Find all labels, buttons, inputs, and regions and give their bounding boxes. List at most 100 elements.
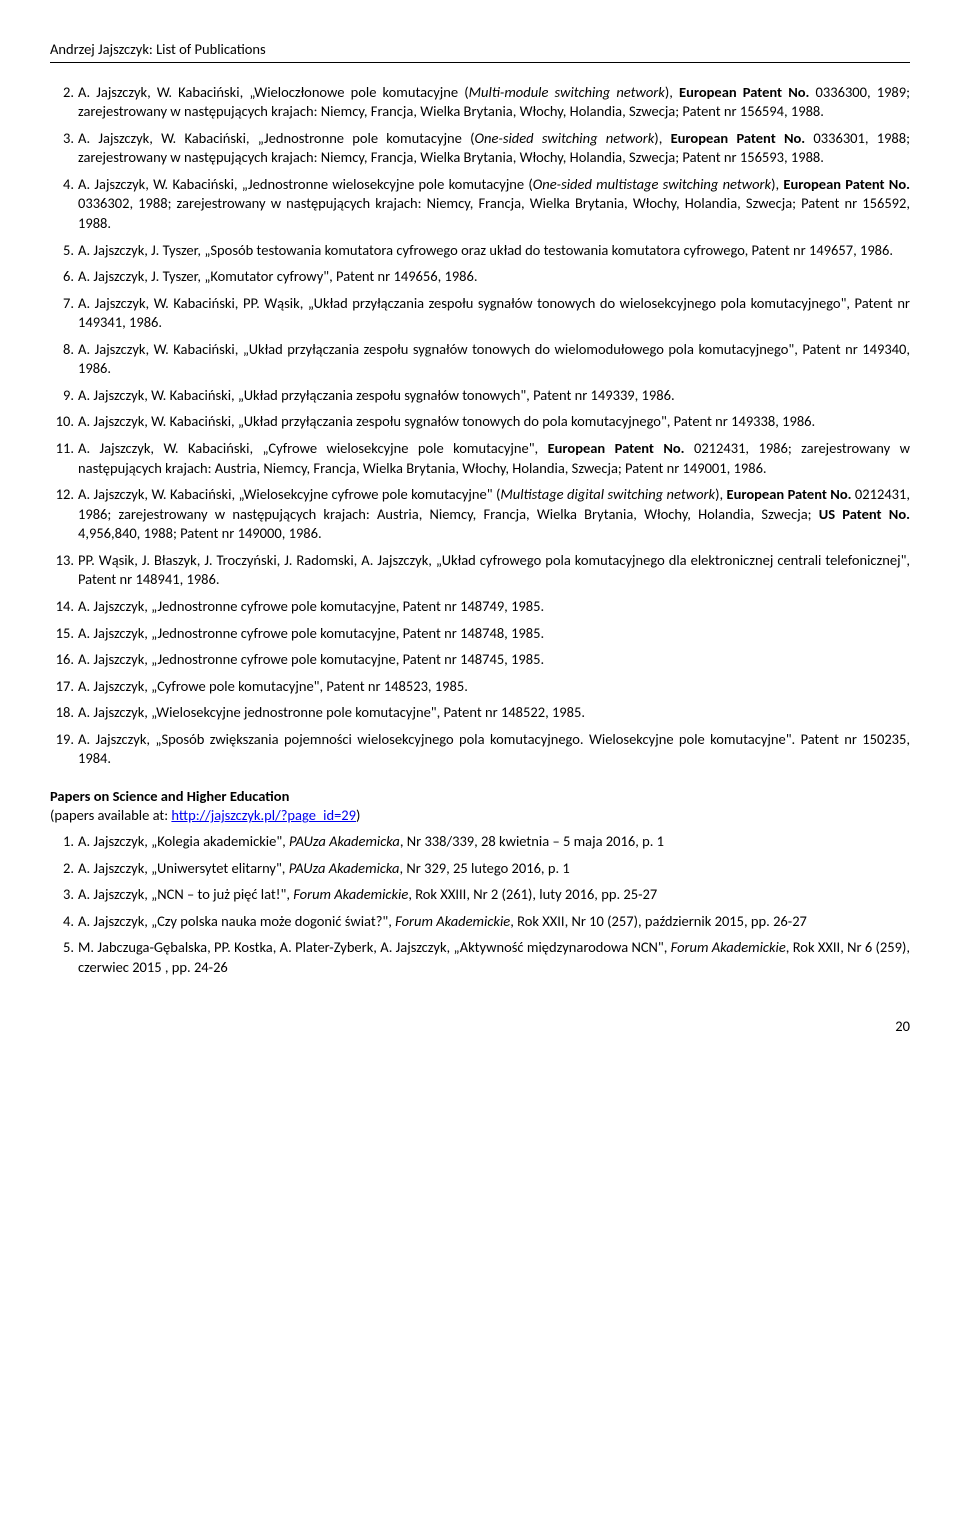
item-number: 4.: [50, 175, 74, 195]
item-text: ),: [715, 485, 726, 503]
item-number: 8.: [50, 340, 74, 360]
item-text: One-sided switching network: [475, 129, 655, 147]
item-text: European Patent No.: [671, 129, 806, 147]
item-text: A. Jajszczyk, W. Kabaciński, „Cyfrowe wi…: [78, 439, 548, 457]
list-item: 1.A. Jajszczyk, „Kolegia akademickie", P…: [50, 832, 910, 852]
item-number: 1.: [50, 832, 74, 852]
item-number: 5.: [50, 241, 74, 261]
item-text: A. Jajszczyk, „Czy polska nauka może dog…: [78, 912, 395, 930]
list-item: 3.A. Jajszczyk, W. Kabaciński, „Jednostr…: [50, 129, 910, 168]
item-number: 4.: [50, 912, 74, 932]
item-number: 2.: [50, 83, 74, 103]
papers-link[interactable]: http://jajszczyk.pl/?page_id=29: [171, 806, 356, 824]
item-text: A. Jajszczyk, W. Kabaciński, „Jednostron…: [78, 175, 533, 193]
item-text: PP. Wąsik, J. Błaszyk, J. Troczyński, J.…: [78, 551, 910, 589]
item-text: 4,956,840, 1988; Patent nr 149000, 1986.: [78, 524, 322, 542]
list-item: 7.A. Jajszczyk, W. Kabaciński, PP. Wąsik…: [50, 294, 910, 333]
item-text: European Patent No.: [679, 83, 809, 101]
item-text: Multistage digital switching network: [500, 485, 715, 503]
item-text: A. Jajszczyk, W. Kabaciński, „Układ przy…: [78, 386, 675, 404]
item-number: 15.: [50, 624, 74, 644]
list-item: 4.A. Jajszczyk, „Czy polska nauka może d…: [50, 912, 910, 932]
section-title: Papers on Science and Higher Education: [50, 787, 910, 807]
item-number: 19.: [50, 730, 74, 750]
papers-list: 1.A. Jajszczyk, „Kolegia akademickie", P…: [50, 832, 910, 977]
item-text: Multi-module switching network: [469, 83, 665, 101]
item-text: A. Jajszczyk, W. Kabaciński, PP. Wąsik, …: [78, 294, 910, 332]
item-text: European Patent No.: [548, 439, 685, 457]
list-item: 9.A. Jajszczyk, W. Kabaciński, „Układ pr…: [50, 386, 910, 406]
item-text: M. Jabczuga-Gębalska, PP. Kostka, A. Pla…: [78, 938, 671, 956]
list-item: 2.A. Jajszczyk, „Uniwersytet elitarny", …: [50, 859, 910, 879]
item-number: 3.: [50, 885, 74, 905]
item-text: A. Jajszczyk, „Jednostronne cyfrowe pole…: [78, 650, 544, 668]
item-number: 5.: [50, 938, 74, 958]
item-number: 11.: [50, 439, 74, 459]
page-header: Andrzej Jajszczyk: List of Publications: [50, 40, 910, 63]
item-number: 13.: [50, 551, 74, 571]
list-item: 12.A. Jajszczyk, W. Kabaciński, „Wielose…: [50, 485, 910, 544]
publications-list: 2.A. Jajszczyk, W. Kabaciński, „Wieloczł…: [50, 83, 910, 769]
list-item: 3.A. Jajszczyk, „NCN – to już pięć lat!"…: [50, 885, 910, 905]
item-text: A. Jajszczyk, J. Tyszer, „Sposób testowa…: [78, 241, 893, 259]
item-text: A. Jajszczyk, „NCN – to już pięć lat!",: [78, 885, 293, 903]
item-text: , Nr 338/339, 28 kwietnia – 5 maja 2016,…: [400, 832, 664, 850]
page-number: 20: [50, 1017, 910, 1037]
list-item: 16.A. Jajszczyk, „Jednostronne cyfrowe p…: [50, 650, 910, 670]
item-number: 7.: [50, 294, 74, 314]
item-text: ),: [654, 129, 670, 147]
list-item: 14.A. Jajszczyk, „Jednostronne cyfrowe p…: [50, 597, 910, 617]
item-text: ),: [665, 83, 679, 101]
item-text: A. Jajszczyk, „Cyfrowe pole komutacyjne"…: [78, 677, 468, 695]
item-text: A. Jajszczyk, W. Kabaciński, „Jednostron…: [78, 129, 475, 147]
list-item: 4.A. Jajszczyk, W. Kabaciński, „Jednostr…: [50, 175, 910, 234]
item-text: A. Jajszczyk, W. Kabaciński, „Wieloczłon…: [78, 83, 469, 101]
list-item: 15.A. Jajszczyk, „Jednostronne cyfrowe p…: [50, 624, 910, 644]
item-number: 12.: [50, 485, 74, 505]
list-item: 8.A. Jajszczyk, W. Kabaciński, „Układ pr…: [50, 340, 910, 379]
section-subtitle: (papers available at: http://jajszczyk.p…: [50, 806, 910, 826]
item-text: Forum Akademickie: [293, 885, 408, 903]
list-item: 6.A. Jajszczyk, J. Tyszer, „Komutator cy…: [50, 267, 910, 287]
list-item: 13.PP. Wąsik, J. Błaszyk, J. Troczyński,…: [50, 551, 910, 590]
item-text: 0336302, 1988; zarejestrowany w następuj…: [78, 194, 910, 232]
item-text: , Rok XXIII, Nr 2 (261), luty 2016, pp. …: [408, 885, 657, 903]
item-text: One-sided multistage switching network: [533, 175, 771, 193]
item-text: US Patent No.: [819, 505, 910, 523]
item-text: A. Jajszczyk, „Sposób zwiększania pojemn…: [78, 730, 910, 768]
item-text: Forum Akademickie: [671, 938, 786, 956]
item-number: 14.: [50, 597, 74, 617]
item-text: European Patent No.: [783, 175, 910, 193]
list-item: 19.A. Jajszczyk, „Sposób zwiększania poj…: [50, 730, 910, 769]
item-text: PAUza Akademicka: [289, 859, 400, 877]
item-number: 16.: [50, 650, 74, 670]
item-number: 9.: [50, 386, 74, 406]
item-text: A. Jajszczyk, W. Kabaciński, „Układ przy…: [78, 340, 910, 378]
item-text: A. Jajszczyk, „Kolegia akademickie",: [78, 832, 289, 850]
section-sub-pre: (papers available at:: [50, 806, 171, 824]
item-number: 3.: [50, 129, 74, 149]
list-item: 5.M. Jabczuga-Gębalska, PP. Kostka, A. P…: [50, 938, 910, 977]
item-text: A. Jajszczyk, „Wielosekcyjne jednostronn…: [78, 703, 585, 721]
section-sub-post: ): [356, 806, 360, 824]
item-text: A. Jajszczyk, „Jednostronne cyfrowe pole…: [78, 597, 544, 615]
list-item: 5.A. Jajszczyk, J. Tyszer, „Sposób testo…: [50, 241, 910, 261]
item-text: , Nr 329, 25 lutego 2016, p. 1: [400, 859, 570, 877]
item-number: 17.: [50, 677, 74, 697]
list-item: 17.A. Jajszczyk, „Cyfrowe pole komutacyj…: [50, 677, 910, 697]
item-text: A. Jajszczyk, J. Tyszer, „Komutator cyfr…: [78, 267, 478, 285]
item-text: , Rok XXII, Nr 10 (257), październik 201…: [510, 912, 807, 930]
item-text: A. Jajszczyk, „Jednostronne cyfrowe pole…: [78, 624, 544, 642]
list-item: 10.A. Jajszczyk, W. Kabaciński, „Układ p…: [50, 412, 910, 432]
item-text: A. Jajszczyk, „Uniwersytet elitarny",: [78, 859, 289, 877]
list-item: 11.A. Jajszczyk, W. Kabaciński, „Cyfrowe…: [50, 439, 910, 478]
item-text: ),: [771, 175, 783, 193]
item-number: 18.: [50, 703, 74, 723]
item-text: Forum Akademickie: [395, 912, 510, 930]
item-text: A. Jajszczyk, W. Kabaciński, „Wielosekcy…: [78, 485, 500, 503]
list-item: 18.A. Jajszczyk, „Wielosekcyjne jednostr…: [50, 703, 910, 723]
item-text: A. Jajszczyk, W. Kabaciński, „Układ przy…: [78, 412, 815, 430]
item-number: 6.: [50, 267, 74, 287]
item-text: European Patent No.: [727, 485, 852, 503]
item-text: PAUza Akademicka: [289, 832, 400, 850]
